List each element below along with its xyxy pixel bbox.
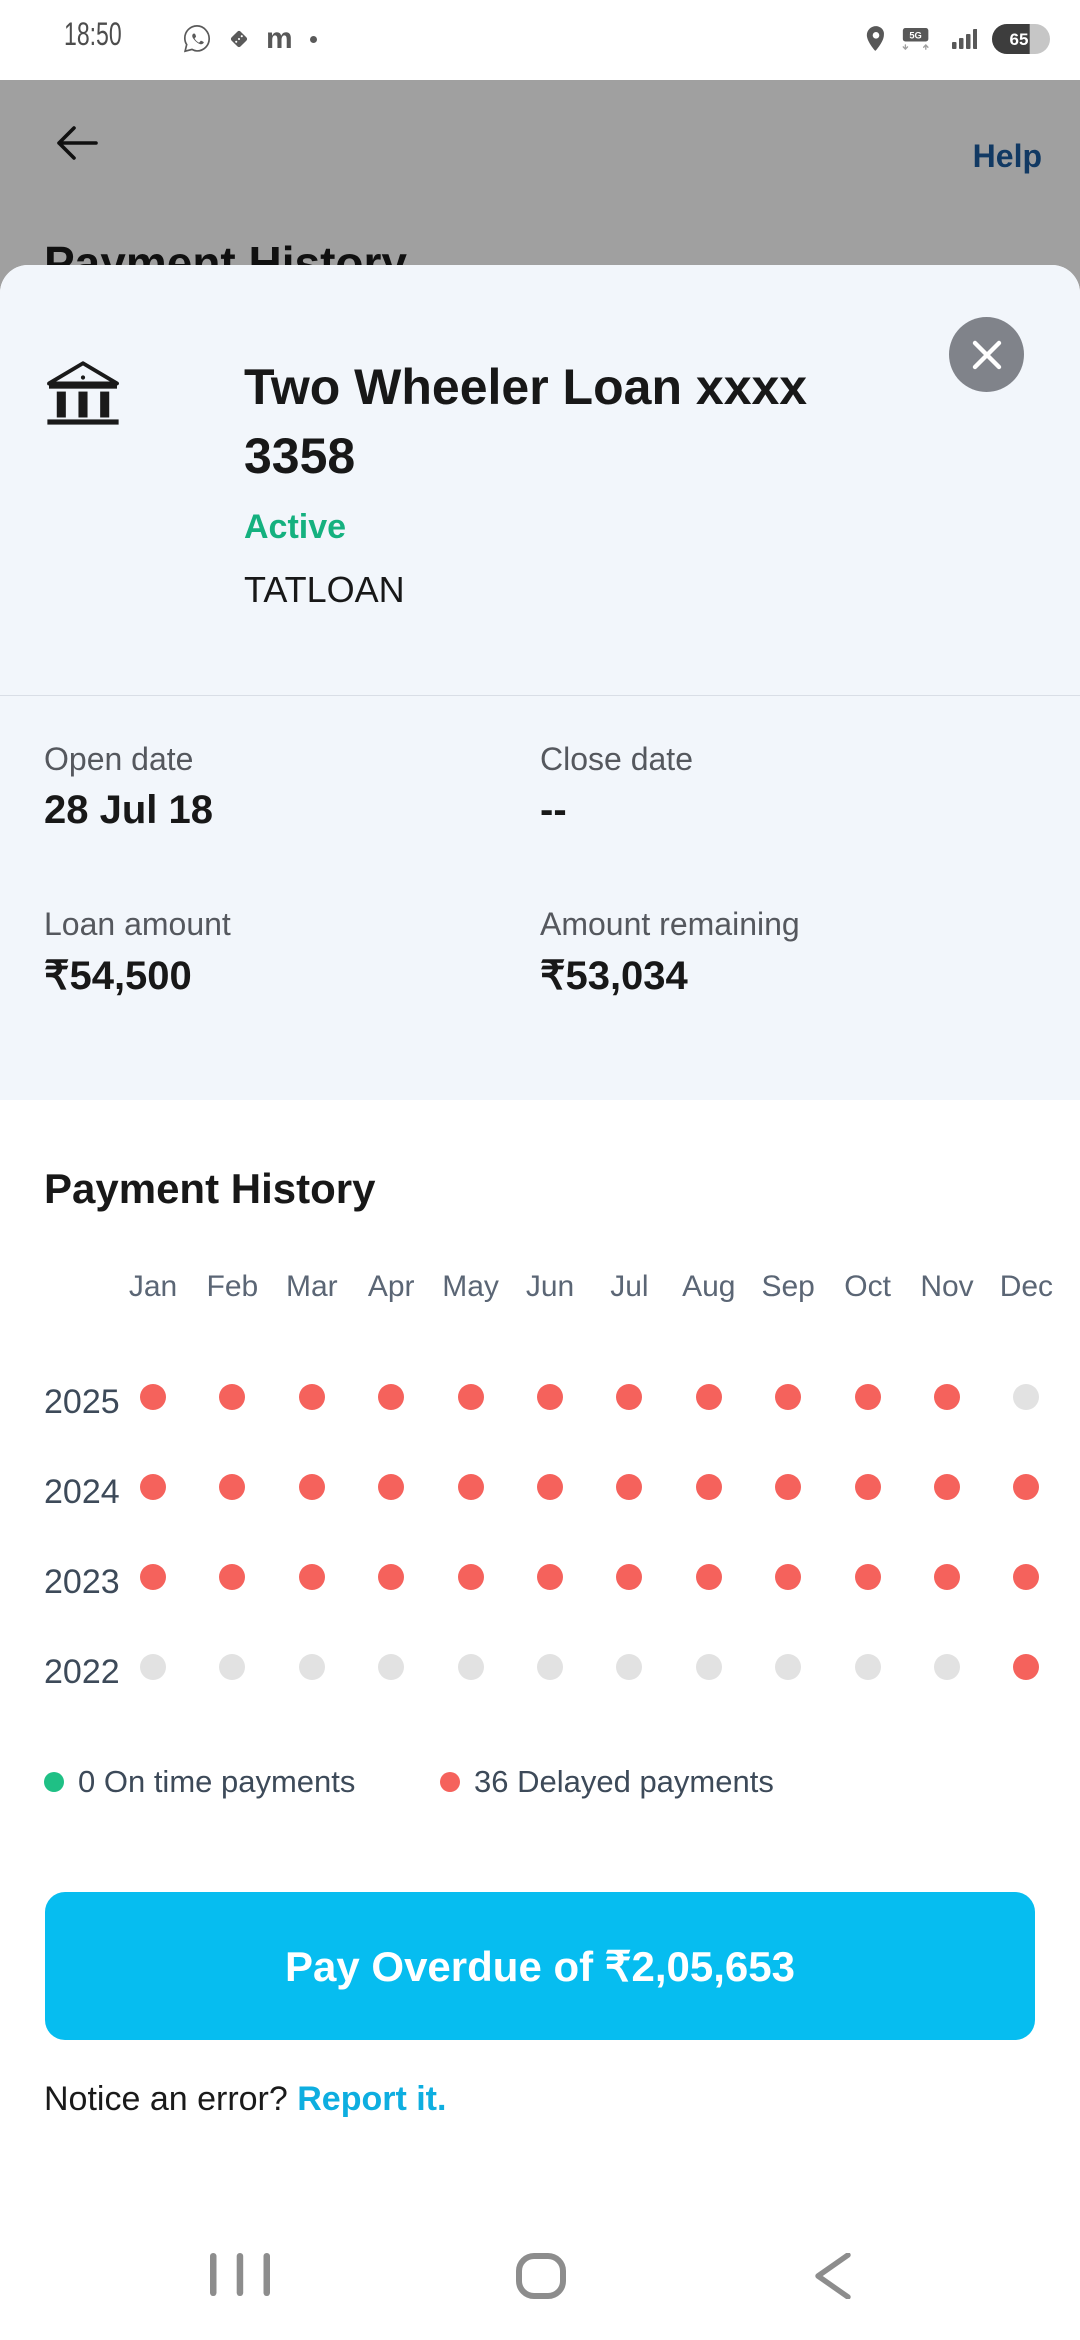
- svg-text:65: 65: [1010, 30, 1029, 49]
- svg-text:5G: 5G: [909, 31, 921, 41]
